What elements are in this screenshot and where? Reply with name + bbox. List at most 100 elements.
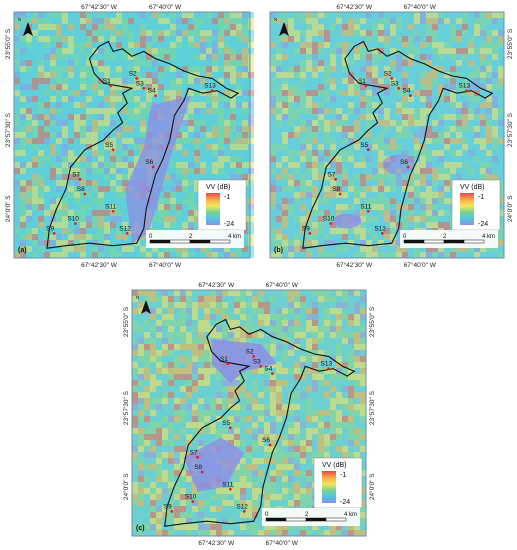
legend-max-label: -1	[340, 472, 346, 479]
coordinate-label: 24°0'0" S	[368, 473, 376, 500]
study-area-boundary	[302, 40, 494, 249]
scale-bar: 0 2 4 km	[400, 230, 498, 248]
site-marker	[366, 209, 370, 213]
study-area-boundary	[164, 318, 356, 527]
site-marker	[364, 84, 368, 88]
site-marker	[252, 355, 256, 358]
legend-max-label: -1	[478, 194, 484, 201]
site-label: S10	[323, 216, 335, 223]
scale-label: 0	[265, 512, 269, 518]
site-label: S4	[148, 88, 156, 95]
coordinate-label: 23°57'30" S	[368, 390, 376, 425]
site-label: S8	[194, 464, 202, 471]
coordinate-label: 23°55'0" S	[4, 28, 12, 59]
coordinate-label: 23°55'0" S	[506, 28, 514, 59]
site-label: S5	[222, 420, 230, 427]
site-label: S4	[264, 366, 272, 373]
site-marker	[200, 470, 204, 474]
panel-label: (c)	[136, 525, 145, 532]
site-marker	[73, 222, 77, 225]
site-marker	[83, 192, 87, 196]
site-label: S4	[402, 88, 410, 95]
site-label: S2	[129, 70, 137, 77]
site-label: S6	[400, 159, 408, 166]
site-label: S9	[46, 225, 54, 232]
scale-label: 4 km	[482, 234, 495, 240]
scale-bar: 0 2 4 km	[262, 508, 360, 526]
study-area-boundary	[46, 40, 240, 249]
site-marker	[366, 148, 370, 152]
site-marker	[226, 362, 230, 366]
map-panel-b: S1 S2 S3 S4 S13 S5 S6 S7 S8 S9 S10 S11 S12 N VV (dB) -1…	[258, 0, 517, 270]
low-backscatter-area	[183, 339, 278, 492]
site-marker	[109, 84, 113, 88]
site-marker	[228, 487, 232, 491]
site-marker	[242, 510, 246, 513]
site-label: S2	[246, 348, 254, 355]
site-marker	[196, 455, 199, 459]
coordinate-label: 67°42'30" W	[81, 261, 118, 269]
coordinate-label: 24°0'0" S	[506, 195, 514, 222]
north-arrow-icon: N	[274, 17, 289, 36]
site-label: S9	[164, 503, 172, 510]
site-marker	[228, 426, 232, 430]
site-label: S13	[459, 83, 471, 90]
coordinate-label: 23°55'0" S	[368, 306, 376, 337]
map-frame	[269, 11, 505, 259]
site-marker	[52, 232, 56, 235]
coordinate-label: 67°40'0" W	[404, 261, 437, 269]
site-marker	[191, 500, 195, 503]
coordinate-label: 67°42'30" W	[81, 3, 118, 11]
scale-label: 4 km	[344, 512, 357, 518]
site-label: S6	[145, 159, 153, 166]
site-label: S1	[358, 78, 366, 85]
coordinate-label: 23°57'30" S	[4, 112, 12, 147]
site-label: S1	[220, 356, 228, 363]
color-legend: VV (dB) -1 -24	[313, 457, 363, 509]
legend-min-label: -24	[340, 499, 350, 506]
scale-label: 2	[189, 234, 193, 240]
site-marker	[397, 86, 401, 90]
north-arrow-icon: N	[18, 17, 33, 36]
site-marker	[334, 177, 337, 181]
legend-title: VV (dB)	[322, 462, 347, 469]
site-label: S1	[103, 78, 111, 85]
map-panel-a: S1 S2 S3 S4 S13 S5 S6 S7 S8 S9 S10 S11 S12 N VV (dB) -1…	[0, 0, 260, 270]
scale-label: 0	[149, 234, 153, 240]
color-legend: VV (dB) -1 -24	[197, 179, 247, 231]
site-label: S12	[236, 503, 248, 510]
site-label: S5	[105, 142, 113, 149]
site-marker	[338, 192, 342, 196]
legend-colorbar	[460, 193, 474, 225]
site-label: S12	[119, 225, 131, 232]
site-label: S7	[190, 449, 198, 456]
site-label: S10	[185, 494, 197, 501]
site-marker	[142, 86, 146, 90]
site-marker	[210, 89, 214, 93]
north-arrow-icon: N	[136, 295, 151, 314]
site-label: S12	[374, 225, 386, 232]
site-label: S2	[384, 70, 392, 77]
legend-max-label: -1	[224, 194, 230, 201]
site-label: S3	[136, 80, 144, 87]
site-label: S3	[391, 80, 399, 87]
site-marker	[268, 443, 272, 447]
legend-min-label: -24	[224, 221, 234, 228]
site-label: S6	[262, 437, 270, 444]
site-marker	[151, 165, 155, 169]
site-marker	[259, 364, 263, 368]
coordinate-label: 67°42'30" W	[198, 539, 235, 547]
coordinate-label: 23°57'30" S	[122, 390, 130, 425]
site-marker	[111, 148, 115, 152]
site-marker	[125, 232, 129, 235]
coordinate-label: 67°42'30" W	[336, 261, 373, 269]
site-marker	[329, 222, 333, 225]
legend-title: VV (dB)	[206, 184, 231, 191]
scale-label: 2	[305, 512, 309, 518]
site-label: S5	[360, 142, 368, 149]
site-marker	[154, 94, 158, 98]
site-marker	[78, 177, 82, 181]
